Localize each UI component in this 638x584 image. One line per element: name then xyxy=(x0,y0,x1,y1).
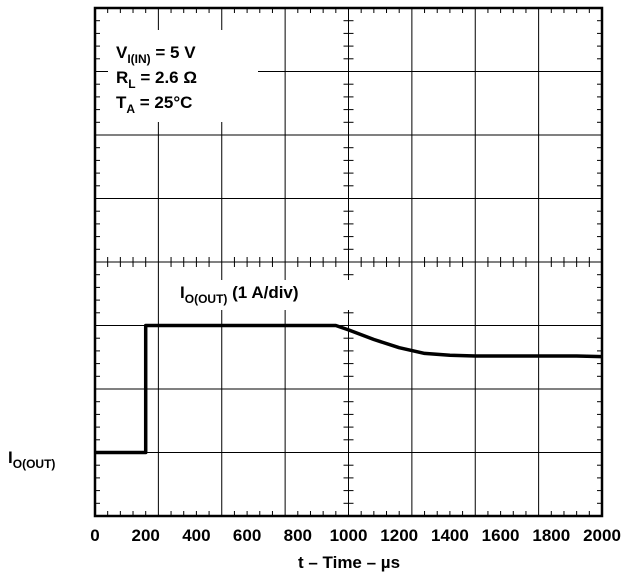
x-tick-label: 800 xyxy=(284,526,312,545)
condition-vin: VI(IN) = 5 V xyxy=(116,43,196,66)
condition-ta: TA = 25°C xyxy=(116,93,192,116)
x-tick-label: 600 xyxy=(233,526,261,545)
conditions-box: VI(IN) = 5 V RL = 2.6 Ω TA = 25°C xyxy=(108,30,258,122)
conditions-background xyxy=(108,30,258,122)
x-tick-label: 400 xyxy=(182,526,210,545)
x-tick-label: 200 xyxy=(132,526,160,545)
series-line-i-out xyxy=(95,323,603,455)
plot-frame xyxy=(93,6,604,518)
trace-label-background xyxy=(176,280,356,310)
trace-label-box: IO(OUT) (1 A/div) xyxy=(176,280,356,310)
x-tick-labels: 0 200 400 600 800 1000 1200 1400 1600 1800 2000 xyxy=(90,526,621,545)
x-tick-label: 1600 xyxy=(482,526,520,545)
condition-rl: RL = 2.6 Ω xyxy=(116,68,197,91)
x-tick-label: 1200 xyxy=(380,526,418,545)
y-reference-label: IO(OUT) xyxy=(8,448,55,471)
x-tick-label: 1800 xyxy=(532,526,570,545)
x-tick-label: 1000 xyxy=(330,526,368,545)
x-tick-label: 0 xyxy=(90,526,99,545)
x-axis-title: t – Time – µs xyxy=(298,553,400,572)
series-layer xyxy=(95,323,603,455)
x-tick-label: 2000 xyxy=(583,526,621,545)
x-tick-label: 1400 xyxy=(431,526,469,545)
trace-label: IO(OUT) (1 A/div) xyxy=(180,283,299,306)
